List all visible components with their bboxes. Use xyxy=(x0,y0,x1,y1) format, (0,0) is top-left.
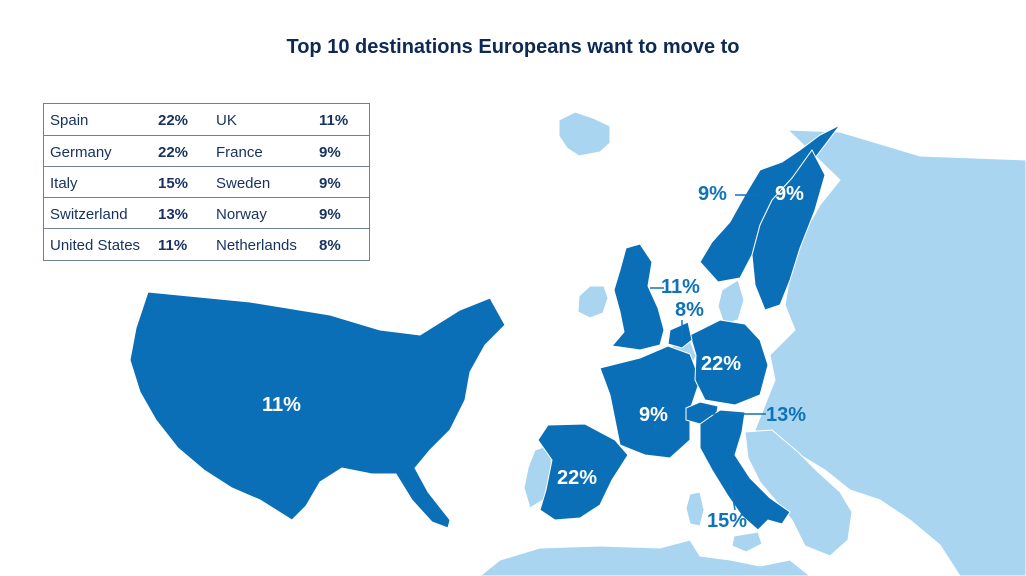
north-africa-shape xyxy=(479,539,811,576)
europe-landmass xyxy=(479,111,1026,576)
legend-value: 8% xyxy=(319,237,341,254)
denmark-shape xyxy=(717,279,745,325)
legend-country: Netherlands xyxy=(216,237,297,254)
legend-country: UK xyxy=(216,112,237,129)
spain-percent-label: 22% xyxy=(557,467,598,489)
uk-shape xyxy=(611,243,665,351)
legend-country: Norway xyxy=(216,206,267,223)
italy-leader-line xyxy=(729,479,736,511)
legend-value: 22% xyxy=(158,144,189,161)
legend-value: 9% xyxy=(319,175,341,192)
germany-shape xyxy=(689,319,769,406)
balkans-shape xyxy=(744,429,853,557)
ireland-shape xyxy=(577,285,609,319)
legend-row: Italy 15% Sweden 9% xyxy=(44,166,369,198)
netherlands-shape xyxy=(667,321,693,349)
france-shape xyxy=(599,345,701,459)
legend-table: Spain 22% UK 11% Germany 22% France 9% I… xyxy=(43,103,370,261)
uk-percent-label: 11% xyxy=(661,276,700,298)
legend-value: 11% xyxy=(319,112,349,129)
italy-shape xyxy=(699,409,791,531)
legend-country: United States xyxy=(50,237,141,254)
legend-value: 9% xyxy=(319,144,341,161)
legend-value: 11% xyxy=(158,237,188,254)
highlighted-countries xyxy=(129,124,841,531)
chart-title: Top 10 destinations Europeans want to mo… xyxy=(286,36,740,58)
legend-country: France xyxy=(216,144,263,161)
legend-row: United States 11% Netherlands 8% xyxy=(44,228,369,260)
legend-country: Spain xyxy=(50,112,89,129)
sweden-percent-label: 9% xyxy=(775,183,804,205)
switzerland-percent-label: 13% xyxy=(766,404,807,426)
norway-percent-label: 9% xyxy=(698,183,727,205)
germany-percent-label: 22% xyxy=(701,353,742,375)
usa-shape xyxy=(129,291,506,529)
usa-percent-label: 11% xyxy=(262,394,301,416)
legend-country: Germany xyxy=(50,144,112,161)
legend-country: Switzerland xyxy=(50,206,128,223)
legend-value: 22% xyxy=(158,112,189,129)
legend-row: Germany 22% France 9% xyxy=(44,135,369,167)
netherlands-percent-label: 8% xyxy=(675,299,704,321)
france-percent-label: 9% xyxy=(639,404,668,426)
sardinia-shape xyxy=(685,491,705,527)
sicily-shape xyxy=(731,531,763,553)
legend-value: 15% xyxy=(158,175,189,192)
sweden-shape xyxy=(751,149,826,311)
legend-country: Italy xyxy=(50,175,78,192)
legend-value: 13% xyxy=(158,206,189,223)
legend-country: Sweden xyxy=(216,175,271,192)
italy-percent-label: 15% xyxy=(707,510,748,532)
iceland-shape xyxy=(558,111,611,157)
leader-lines xyxy=(650,194,766,511)
legend-row: Switzerland 13% Norway 9% xyxy=(44,197,369,229)
spain-shape xyxy=(537,423,629,521)
legend-value: 9% xyxy=(319,206,341,223)
legend-row: Spain 22% UK 11% xyxy=(44,104,369,135)
